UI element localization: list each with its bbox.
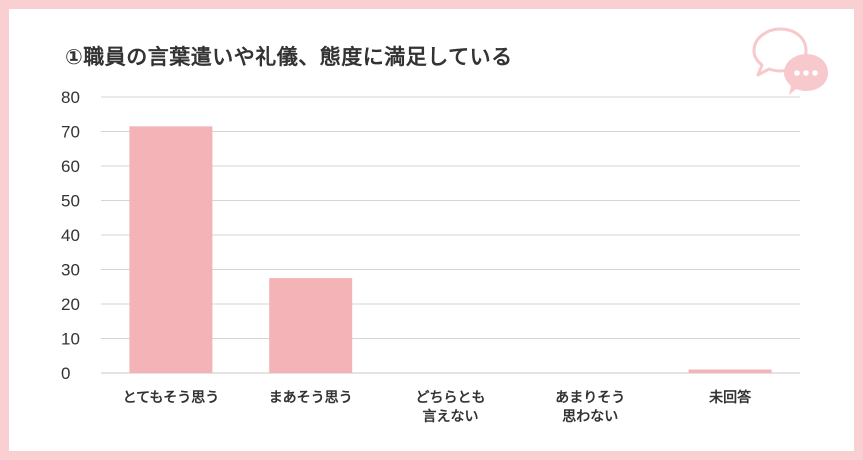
y-tick-label: 60	[61, 157, 80, 176]
x-category-label-line: まあそう思う	[269, 390, 353, 406]
y-tick-label: 20	[61, 295, 80, 314]
y-tick-label: 50	[61, 192, 80, 211]
bar-5	[688, 369, 772, 373]
x-category-label: とてもそう思う	[123, 390, 220, 406]
y-tick-label: 70	[61, 123, 80, 142]
x-category-label-line: 言えない	[423, 408, 479, 425]
bar-1	[129, 126, 213, 373]
x-category-label-line: どちらとも	[416, 390, 486, 406]
y-tick-label: 10	[61, 330, 80, 349]
x-category-label-line: あまりそう	[555, 390, 625, 406]
y-tick-label: 40	[61, 226, 80, 245]
y-tick-label: 80	[61, 88, 80, 107]
y-tick-label: 0	[61, 364, 70, 383]
chart-title: ①職員の言葉遣いや礼儀、態度に満足している	[65, 45, 513, 69]
y-tick-label: 30	[61, 261, 80, 280]
x-category-label-line: とてもそう思う	[123, 390, 220, 406]
chart-card: ①職員の言葉遣いや礼儀、態度に満足している 0 10 20 30 40 50 60 70 80 と…	[9, 9, 854, 451]
x-category-label-line: 未回答	[709, 389, 752, 406]
x-category-label-line: 思わない	[562, 409, 618, 425]
x-category-label: どちらとも言えない	[416, 390, 486, 425]
x-category-label: あまりそう思わない	[555, 390, 625, 425]
bar-2	[269, 278, 353, 373]
x-category-label: まあそう思う	[269, 390, 353, 406]
bar-chart: 0 10 20 30 40 50 60 70 80 とてもそう思う まあそう思う どちらとも言えない あ…	[61, 88, 800, 425]
x-category-label: 未回答	[709, 389, 752, 406]
speech-bubbles-icon	[752, 27, 828, 95]
